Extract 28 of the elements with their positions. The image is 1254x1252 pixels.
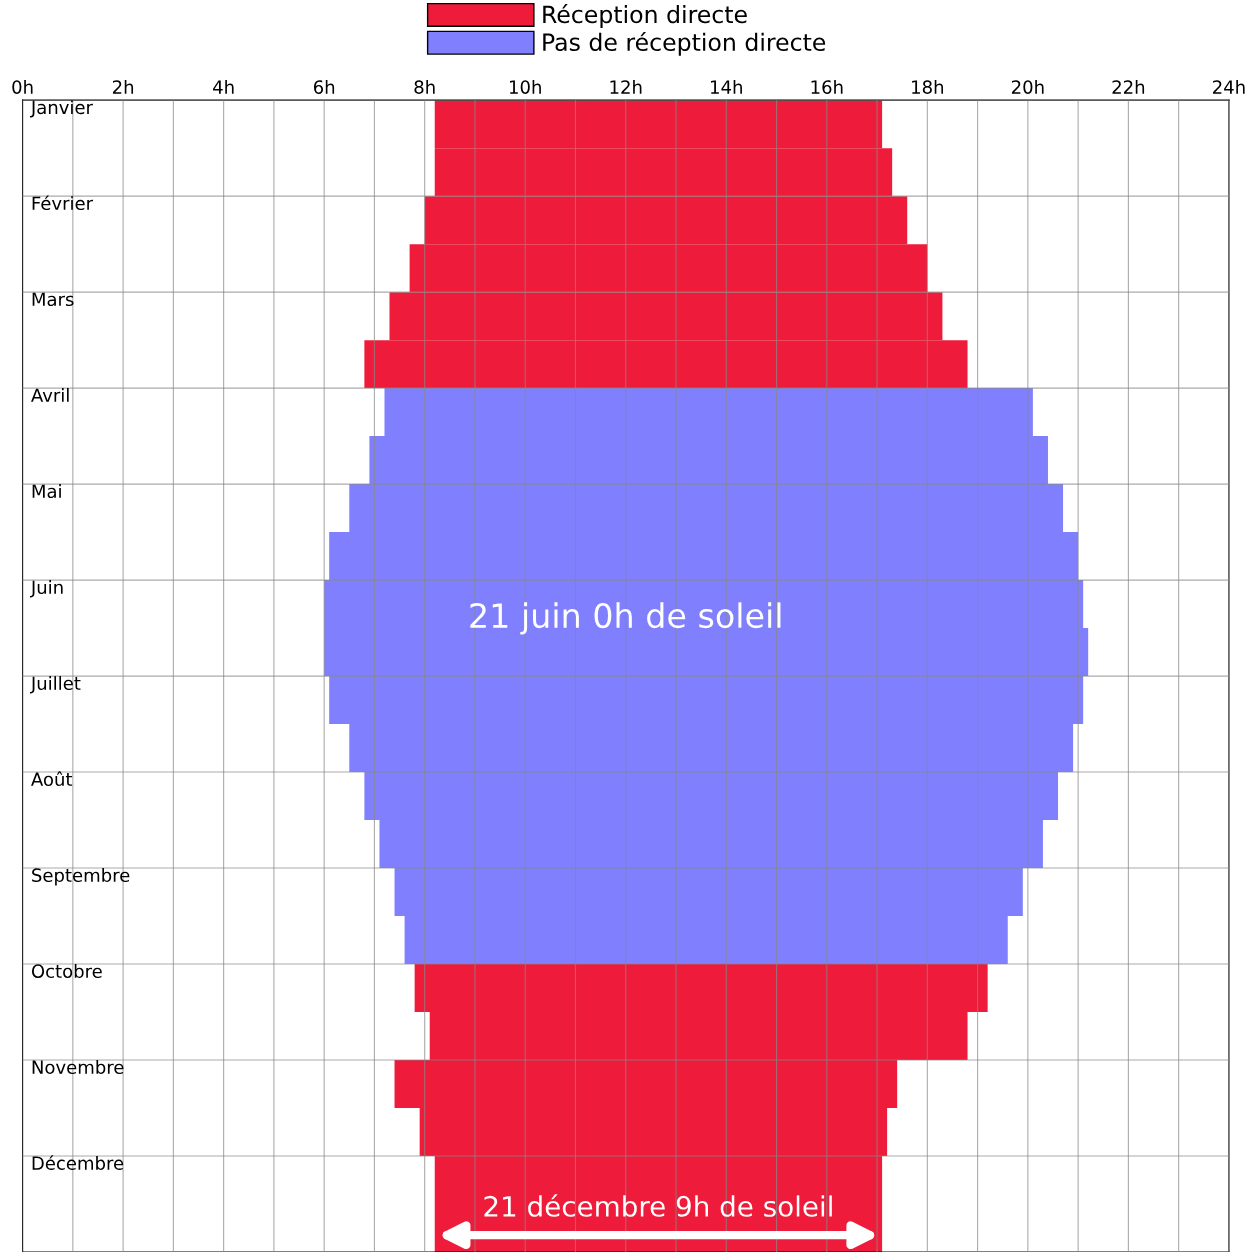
y-tick-label: Février: [32, 195, 94, 211]
legend-label: Réception directe: [543, 4, 747, 28]
y-tick-label: Octobre: [31, 964, 102, 979]
y-tick-label: Avril: [31, 388, 69, 402]
x-tick-label: 16h: [811, 79, 843, 94]
y-tick-label: Mars: [32, 292, 74, 307]
x-tick-label: 24h: [1213, 79, 1245, 94]
y-tick-label: Décembre: [32, 1155, 124, 1170]
x-tick-label: 22h: [1112, 79, 1145, 94]
x-tick-label: 10h: [509, 79, 541, 94]
y-tick-label: Juin: [29, 580, 63, 598]
x-tick-label: 8h: [414, 79, 435, 94]
y-tick-label: Septembre: [32, 868, 130, 886]
y-tick-label: Janvier: [29, 100, 93, 118]
x-tick-label: 0h: [12, 79, 33, 94]
legend-label: Pas de réception directe: [543, 31, 826, 56]
x-tick-label: 6h: [313, 79, 335, 94]
x-tick-label: 12h: [610, 79, 642, 94]
x-tick-label: 14h: [711, 79, 742, 94]
x-tick-label: 2h: [112, 79, 134, 94]
x-tick-label: 4h: [213, 79, 234, 94]
y-tick-label: Juillet: [29, 676, 81, 694]
x-tick-label: 20h: [1011, 79, 1044, 94]
y-tick-label: Novembre: [32, 1060, 124, 1074]
annotation: 21 décembre 9h de soleil: [484, 1194, 832, 1217]
x-tick-label: 18h: [912, 79, 944, 94]
y-tick-label: Août: [31, 771, 73, 787]
y-tick-label: Mai: [32, 484, 61, 499]
